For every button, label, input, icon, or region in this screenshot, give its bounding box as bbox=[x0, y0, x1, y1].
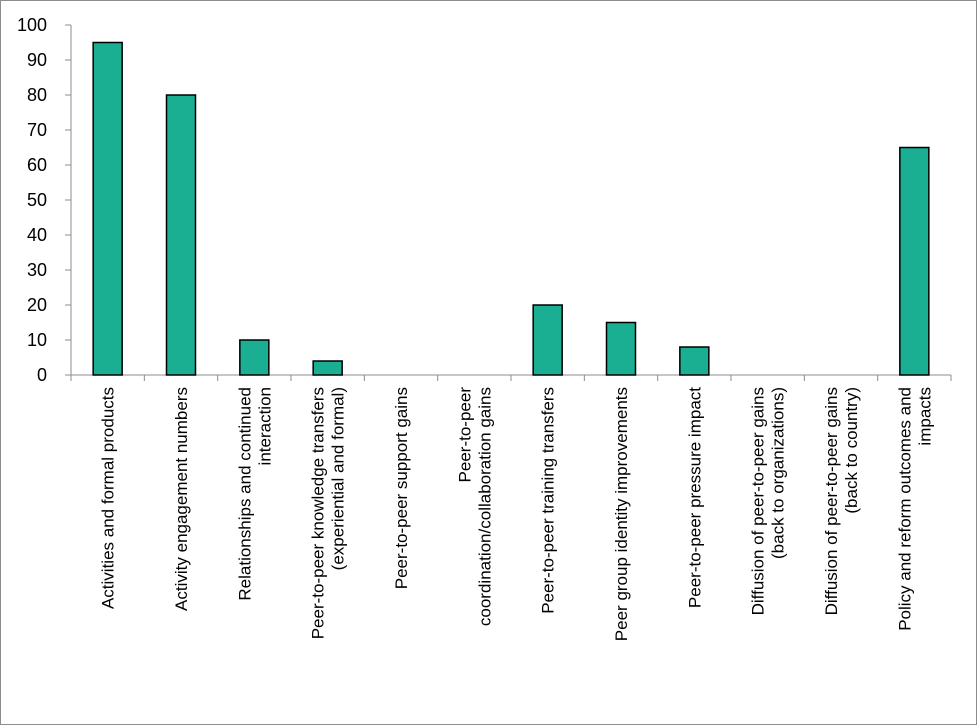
x-category-label: Diffusion of peer-to-peer gains bbox=[749, 387, 768, 615]
bar bbox=[312, 360, 343, 376]
x-category-label: Diffusion of peer-to-peer gains bbox=[822, 387, 841, 615]
y-tick-label: 100 bbox=[17, 15, 47, 35]
x-category-label: (experiential and formal) bbox=[329, 387, 348, 570]
y-tick-label: 20 bbox=[27, 295, 47, 315]
bar bbox=[92, 41, 123, 376]
x-category-label: Activity engagement numbers bbox=[172, 387, 191, 611]
x-category-label: Peer-to-peer training transfers bbox=[539, 387, 558, 614]
x-category-label: Peer-to-peer support gains bbox=[392, 387, 411, 589]
x-category-label: Peer group identity improvements bbox=[612, 387, 631, 641]
y-tick-label: 90 bbox=[27, 50, 47, 70]
x-category-label: Peer-to-peer bbox=[455, 387, 474, 483]
x-category-label: Peer-to-peer knowledge transfers bbox=[309, 387, 328, 639]
x-category-label: (back to country) bbox=[842, 387, 861, 514]
x-category-label: interaction bbox=[255, 387, 274, 465]
bar bbox=[899, 146, 930, 376]
y-tick-label: 50 bbox=[27, 190, 47, 210]
x-category-label: Relationships and continued bbox=[235, 387, 254, 601]
bar bbox=[605, 321, 637, 376]
y-tick-label: 30 bbox=[27, 260, 47, 280]
bar bbox=[532, 304, 563, 376]
y-tick-label: 70 bbox=[27, 120, 47, 140]
y-tick-label: 60 bbox=[27, 155, 47, 175]
bar bbox=[165, 94, 197, 376]
x-category-label: Peer-to-peer pressure impact bbox=[685, 387, 704, 608]
bar bbox=[239, 339, 270, 376]
bar bbox=[679, 346, 710, 376]
y-tick-label: 40 bbox=[27, 225, 47, 245]
y-tick-label: 10 bbox=[27, 330, 47, 350]
y-tick-label: 80 bbox=[27, 85, 47, 105]
x-category-label: Policy and reform outcomes and bbox=[895, 387, 914, 631]
x-category-label: coordination/collaboration gains bbox=[475, 387, 494, 626]
y-tick-label: 0 bbox=[37, 365, 47, 385]
x-category-label: Activities and formal products bbox=[99, 387, 118, 609]
x-category-label: impacts bbox=[915, 387, 934, 446]
x-category-label: (back to organizations) bbox=[769, 387, 788, 559]
